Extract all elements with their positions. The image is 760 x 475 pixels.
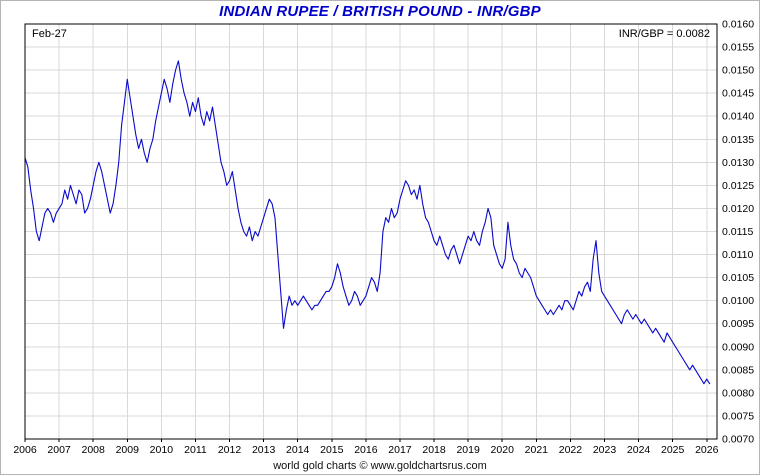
- y-tick-label: 0.0070: [722, 434, 754, 446]
- y-tick-label: 0.0155: [722, 42, 754, 54]
- y-tick-label: 0.0120: [722, 203, 754, 215]
- y-tick-label: 0.0135: [722, 134, 754, 146]
- x-axis-labels: 2006 2007 2008 2009 2010 2011 2012 2013 2014 2015…: [13, 444, 718, 456]
- y-tick-label: 0.0100: [722, 295, 754, 307]
- y-tick-label: 0.0160: [722, 19, 754, 31]
- x-tick-label: 2018: [422, 444, 446, 456]
- plot-border: [24, 23, 718, 442]
- footer-caption: world gold charts © www.goldchartsrus.co…: [273, 460, 487, 472]
- x-tick-label: 2016: [354, 444, 378, 456]
- y-tick-label: 0.0115: [722, 226, 753, 238]
- y-tick-label: 0.0125: [722, 180, 754, 192]
- x-tick-label: 2025: [661, 444, 685, 456]
- x-tick-label: 2026: [695, 444, 719, 456]
- x-tick-label: 2010: [150, 444, 174, 456]
- x-tick-label: 2007: [47, 444, 71, 456]
- y-tick-label: 0.0075: [722, 410, 754, 422]
- x-tick-label: 2022: [559, 444, 583, 456]
- y-tick-label: 0.0085: [722, 364, 754, 376]
- x-tick-label: 2024: [627, 444, 651, 456]
- date-label: Feb-27: [32, 28, 67, 40]
- y-axis-labels: 0.0070 0.0075 0.0080 0.0085 0.0090 0.0095 0.01…: [722, 19, 754, 446]
- x-tick-label: 2006: [13, 444, 37, 456]
- x-tick-label: 2014: [286, 444, 310, 456]
- x-tick-label: 2020: [491, 444, 515, 456]
- x-tick-label: 2015: [320, 444, 344, 456]
- plot-border-rect: [24, 23, 718, 440]
- x-tick-label: 2023: [593, 444, 617, 456]
- y-tick-label: 0.0080: [722, 387, 754, 399]
- price-line-series: [24, 60, 711, 385]
- y-tick-label: 0.0090: [722, 341, 754, 353]
- x-tick-label: 2017: [388, 444, 412, 456]
- y-tick-label: 0.0150: [722, 65, 754, 77]
- y-tick-label: 0.0140: [722, 111, 754, 123]
- y-tick-label: 0.0110: [722, 249, 753, 261]
- x-tick-label: 2009: [116, 444, 140, 456]
- y-tick-label: 0.0130: [722, 157, 754, 169]
- x-tick-label: 2008: [81, 444, 105, 456]
- grid-lines: [25, 24, 717, 439]
- x-tick-label: 2019: [456, 444, 480, 456]
- x-tick-label: 2013: [252, 444, 276, 456]
- x-tick-label: 2021: [525, 444, 549, 456]
- chart-title: INDIAN RUPEE / BRITISH POUND - INR/GBP: [219, 3, 541, 20]
- y-tick-label: 0.0105: [722, 272, 754, 284]
- y-tick-label: 0.0145: [722, 88, 754, 100]
- x-tick-label: 2012: [218, 444, 242, 456]
- x-tick-label: 2011: [184, 444, 207, 456]
- y-tick-label: 0.0095: [722, 318, 754, 330]
- current-value-label: INR/GBP = 0.0082: [619, 28, 710, 40]
- inr-gbp-line: [24, 60, 711, 385]
